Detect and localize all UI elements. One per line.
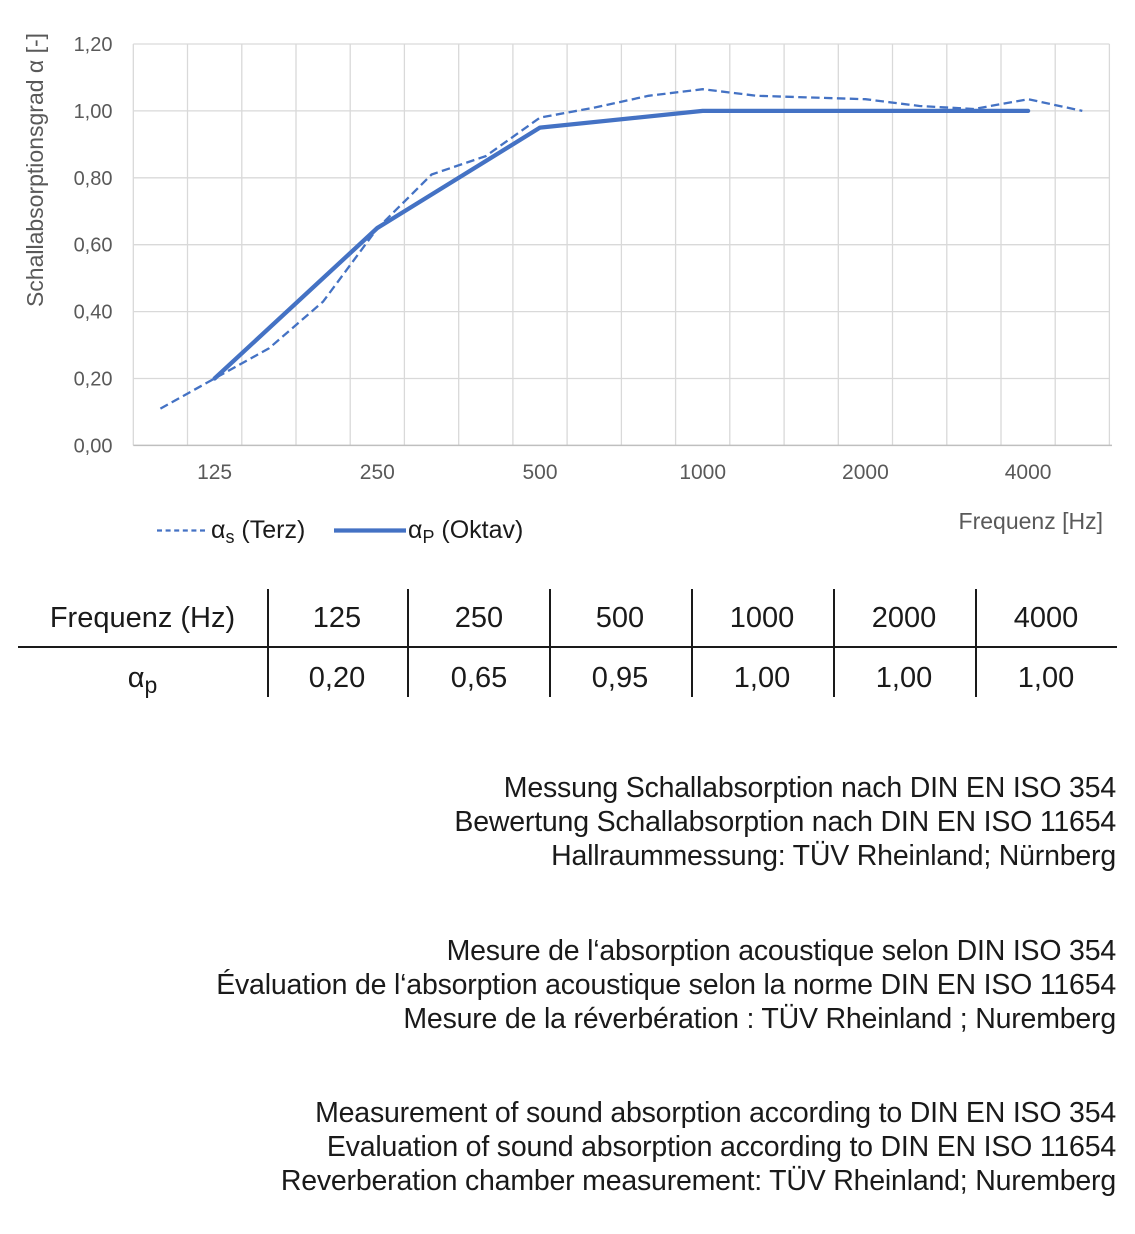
svg-text:250: 250 <box>360 461 395 484</box>
svg-text:Frequenz [Hz]: Frequenz [Hz] <box>959 508 1103 534</box>
svg-text:αP (Oktav): αP (Oktav) <box>408 516 523 547</box>
svg-text:0,60: 0,60 <box>74 235 113 257</box>
svg-text:0,40: 0,40 <box>74 302 113 324</box>
svg-text:0,80: 0,80 <box>74 168 113 190</box>
svg-text:4000: 4000 <box>1005 461 1052 484</box>
svg-text:1,20: 1,20 <box>74 34 113 56</box>
svg-text:0,20: 0,20 <box>74 369 113 391</box>
svg-text:αs (Terz): αs (Terz) <box>211 516 305 547</box>
svg-text:500: 500 <box>522 461 557 484</box>
svg-text:0,00: 0,00 <box>74 435 113 457</box>
svg-text:1000: 1000 <box>679 461 726 484</box>
svg-text:2000: 2000 <box>842 461 889 484</box>
svg-text:1,00: 1,00 <box>74 101 113 123</box>
svg-text:Schallabsorptionsgrad α [-]: Schallabsorptionsgrad α [-] <box>22 33 48 307</box>
svg-text:125: 125 <box>197 461 232 484</box>
